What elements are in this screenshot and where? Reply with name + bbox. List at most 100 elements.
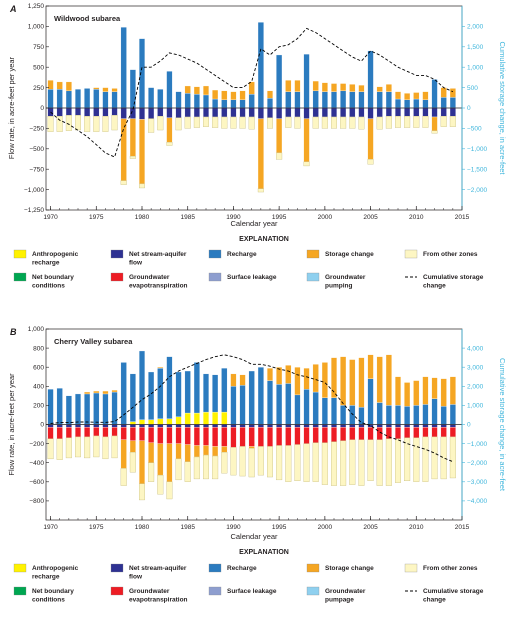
bar-outflow-1996-1 bbox=[285, 427, 292, 446]
x-tick-label: 1970 bbox=[43, 524, 58, 531]
y2-tick-label: 3,000 bbox=[467, 364, 484, 371]
bar-outflow-1996-0 bbox=[285, 107, 292, 118]
bar-inflow-1983-0 bbox=[166, 418, 173, 425]
bar-outflow-1981-2 bbox=[148, 442, 155, 463]
bar-outflow-1972-3 bbox=[65, 437, 72, 459]
bar-outflow-1985-3 bbox=[184, 461, 191, 482]
bar-outflow-2012-0 bbox=[431, 424, 438, 428]
panel-letter: A bbox=[9, 4, 17, 14]
legend-swatch bbox=[110, 249, 124, 259]
bar-outflow-1979-0 bbox=[129, 424, 136, 428]
bar-inflow-2006-1 bbox=[376, 86, 383, 92]
bar-inflow-1988-1 bbox=[212, 89, 219, 100]
bar-outflow-1985-2 bbox=[184, 116, 191, 129]
bar-inflow-1997-1 bbox=[294, 394, 301, 425]
bar-outflow-2005-0 bbox=[367, 107, 374, 119]
bar-outflow-1998-1 bbox=[303, 118, 310, 163]
bar-outflow-1988-1 bbox=[212, 427, 219, 447]
bar-outflow-1977-0 bbox=[111, 424, 118, 428]
legend-label: Groundwater bbox=[325, 588, 366, 595]
panel-subtitle: Cherry Valley subarea bbox=[54, 337, 133, 346]
bar-outflow-1987-2 bbox=[203, 116, 209, 127]
bar-inflow-1985-1 bbox=[184, 85, 191, 94]
bar-outflow-2006-0 bbox=[376, 107, 383, 118]
bar-inflow-2014-1 bbox=[449, 88, 456, 98]
x-tick-label: 1980 bbox=[135, 214, 150, 221]
bar-outflow-2000-0 bbox=[321, 107, 328, 118]
bar-outflow-1983-1 bbox=[166, 117, 173, 143]
bar-outflow-2002-2 bbox=[340, 116, 347, 129]
bar-outflow-2005-3 bbox=[367, 439, 374, 481]
bar-outflow-2008-0 bbox=[395, 424, 401, 428]
bar-outflow-2002-0 bbox=[340, 107, 347, 118]
bar-outflow-1980-0 bbox=[139, 424, 145, 428]
y2-tick-label: −500 bbox=[467, 126, 482, 133]
bar-outflow-1992-2 bbox=[248, 116, 255, 130]
bar-inflow-2003-1 bbox=[349, 84, 356, 92]
bar-outflow-2001-0 bbox=[331, 424, 337, 428]
bar-inflow-1991-2 bbox=[239, 374, 246, 386]
bar-outflow-1998-2 bbox=[303, 161, 310, 167]
bar-outflow-1977-2 bbox=[111, 115, 118, 131]
bar-inflow-2014-0 bbox=[449, 97, 456, 109]
bar-inflow-1972-0 bbox=[65, 90, 72, 109]
bar-outflow-1972-1 bbox=[65, 427, 72, 439]
bar-outflow-1974-0 bbox=[84, 424, 91, 428]
bar-outflow-1976-2 bbox=[102, 116, 109, 132]
bar-inflow-1980-1 bbox=[139, 350, 145, 420]
bar-outflow-2007-0 bbox=[385, 107, 392, 117]
bar-outflow-1976-0 bbox=[102, 424, 109, 428]
legend-label: recharge bbox=[32, 260, 60, 267]
bar-inflow-2013-0 bbox=[440, 97, 447, 109]
bar-outflow-2009-2 bbox=[404, 116, 411, 128]
bar-outflow-1970-1 bbox=[47, 427, 54, 439]
bar-inflow-1998-0 bbox=[303, 53, 310, 109]
bar-inflow-1995-1 bbox=[276, 384, 283, 425]
bar-outflow-1973-1 bbox=[75, 427, 81, 438]
bar-inflow-1999-1 bbox=[312, 80, 319, 92]
cumulative-storage-line bbox=[50, 27, 454, 158]
bar-inflow-2012-0 bbox=[431, 79, 438, 109]
bar-outflow-1985-2 bbox=[184, 444, 191, 462]
legend-a: EXPLANATION Anthropogenic recharge Net stre… bbox=[13, 236, 484, 290]
bar-outflow-1974-3 bbox=[84, 436, 91, 459]
bar-inflow-1980-0 bbox=[139, 38, 145, 109]
bar-outflow-1972-0 bbox=[65, 424, 72, 428]
bar-inflow-2009-2 bbox=[404, 382, 411, 407]
bar-outflow-1991-3 bbox=[239, 446, 246, 477]
bar-outflow-2013-2 bbox=[440, 116, 447, 127]
x-tick-label: 1980 bbox=[135, 524, 150, 531]
bar-inflow-1994-1 bbox=[267, 90, 273, 99]
bar-inflow-1993-1 bbox=[257, 367, 264, 425]
bar-outflow-1987-2 bbox=[203, 445, 209, 456]
bar-inflow-2012-2 bbox=[431, 377, 438, 399]
bar-outflow-1974-2 bbox=[84, 116, 91, 132]
bar-inflow-1976-2 bbox=[102, 390, 109, 395]
bar-outflow-1984-0 bbox=[175, 107, 182, 118]
bar-inflow-1978-0 bbox=[120, 27, 127, 109]
bar-outflow-2008-3 bbox=[395, 438, 401, 483]
bar-inflow-1987-1 bbox=[203, 85, 209, 96]
bar-inflow-2010-0 bbox=[413, 98, 420, 109]
bar-inflow-1984-1 bbox=[175, 371, 182, 418]
bar-inflow-1996-0 bbox=[285, 91, 292, 109]
bar-inflow-1986-0 bbox=[193, 412, 200, 425]
bar-outflow-2003-3 bbox=[349, 439, 356, 485]
bar-inflow-1974-0 bbox=[84, 88, 91, 109]
bar-outflow-1971-0 bbox=[56, 107, 63, 117]
y2-tick-label: 0 bbox=[467, 105, 471, 112]
bar-inflow-2014-1 bbox=[449, 404, 456, 425]
bar-outflow-1988-0 bbox=[212, 107, 219, 118]
bar-outflow-2003-1 bbox=[349, 427, 356, 440]
bar-outflow-2004-1 bbox=[358, 427, 365, 440]
bar-outflow-1987-0 bbox=[203, 107, 209, 118]
bar-inflow-2000-0 bbox=[321, 91, 328, 109]
bar-outflow-2006-3 bbox=[376, 439, 383, 486]
legend-title: EXPLANATION bbox=[239, 236, 289, 243]
bar-outflow-1980-2 bbox=[139, 440, 145, 484]
bar-inflow-1999-1 bbox=[312, 391, 319, 425]
bar-outflow-1987-0 bbox=[203, 424, 209, 428]
bar-outflow-1989-1 bbox=[221, 427, 228, 447]
bar-inflow-2004-1 bbox=[358, 407, 365, 425]
legend-b: EXPLANATION Anthropogenic recharge Net stre… bbox=[13, 549, 484, 604]
